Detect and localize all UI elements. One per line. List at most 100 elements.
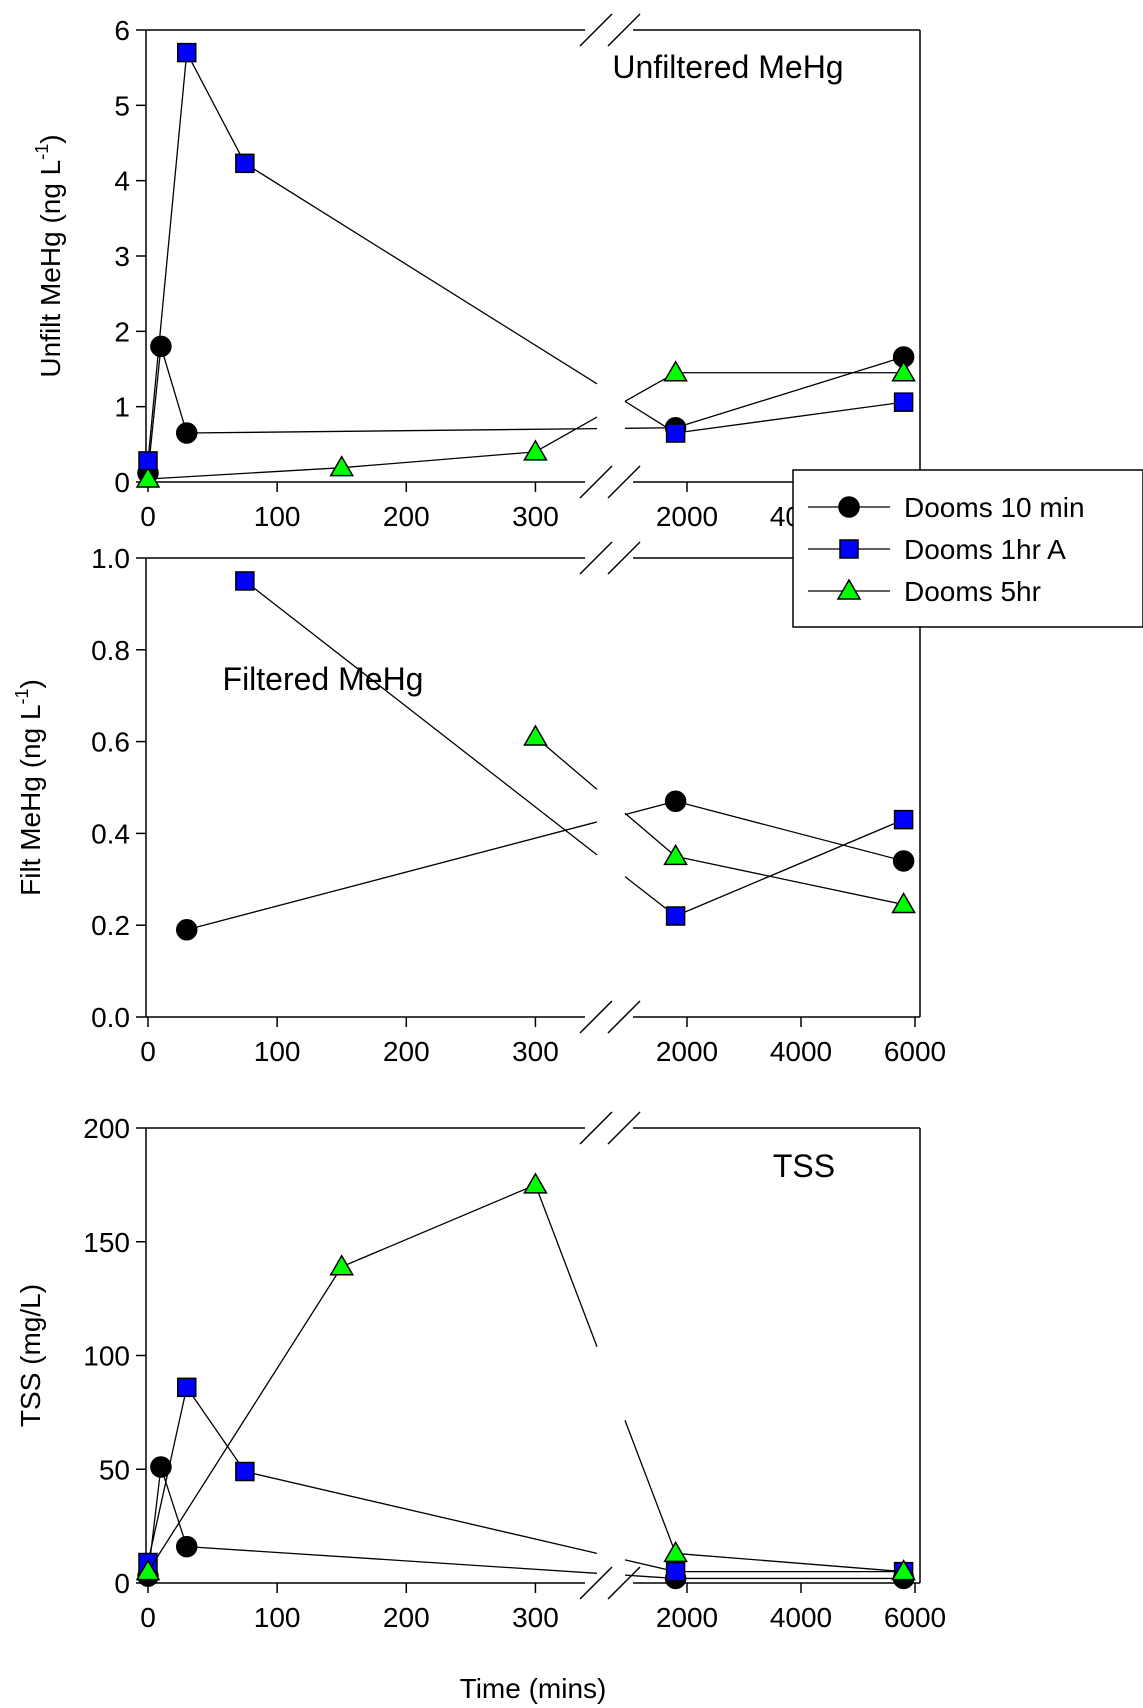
y-tick-label: 0	[114, 467, 130, 498]
x-tick-label: 4000	[770, 1036, 832, 1067]
x-tick-label: 0	[140, 1602, 156, 1633]
x-tick-label: 100	[254, 501, 301, 532]
axis-break-mark	[579, 541, 613, 575]
series-line	[186, 821, 598, 931]
data-point	[665, 1561, 686, 1582]
y-axis-label-sup: -1	[32, 144, 52, 160]
series-line	[534, 1184, 598, 1347]
legend-label: Dooms 1hr A	[904, 534, 1066, 565]
y-axis-label-close: )	[35, 134, 66, 143]
x-tick-label: 0	[140, 1036, 156, 1067]
data-point	[176, 42, 197, 63]
data-point	[663, 843, 688, 866]
series-line	[160, 1466, 188, 1547]
legend: Dooms 10 min Dooms 1hr A Dooms 5hr	[792, 469, 1143, 628]
series-dooms-5hr	[523, 724, 916, 914]
legend-marker	[838, 496, 860, 518]
panel-2: 0.0 0.2 0.4 0.6 0.8 1.0 0 100 200 300 2000 4000 6000…	[12, 541, 946, 1067]
series-dooms-5hr	[135, 1172, 916, 1581]
series-line	[147, 1387, 188, 1563]
data-point	[665, 906, 686, 926]
y-axis-label: TSS (mg/L)	[15, 1284, 46, 1427]
y-tick-label: 0.6	[91, 727, 130, 758]
series-line	[624, 812, 677, 857]
y-tick-label: 1.0	[91, 543, 130, 574]
data-point	[523, 439, 548, 461]
x-tick-label: 100	[254, 1036, 301, 1067]
y-tick-label: 2	[114, 316, 130, 347]
axis-break-mark	[607, 13, 641, 47]
y-axis-label: Unfilt MeHg (ng L-1)	[32, 134, 66, 377]
axis-break-mark	[579, 1000, 613, 1034]
series-line	[244, 162, 598, 385]
series-line	[675, 855, 904, 906]
y-tick-label: 100	[83, 1341, 130, 1372]
x-tick-label: 2000	[656, 1036, 718, 1067]
series-dooms-1hr-a	[138, 42, 914, 471]
series-line	[244, 580, 598, 856]
y-axis-label-text: Filt MeHg (ng L	[15, 704, 46, 895]
y-tick-label: 6	[114, 15, 130, 46]
x-tick-label: 4000	[770, 1602, 832, 1633]
series-line	[675, 800, 904, 862]
y-tick-label: 0.8	[91, 635, 130, 666]
legend-label: Dooms 10 min	[904, 492, 1085, 523]
y-tick-label: 150	[83, 1227, 130, 1258]
x-axis-label: Time (mins)	[460, 1673, 607, 1704]
y-axis-label: Filt MeHg (ng L-1)	[12, 679, 46, 896]
x-tick-label: 200	[383, 501, 430, 532]
series-line	[341, 1184, 536, 1268]
series-line	[624, 1420, 677, 1554]
axis-break-mark	[579, 13, 613, 47]
series-line	[341, 451, 536, 469]
data-point	[891, 360, 916, 382]
legend-label: Dooms 5hr	[904, 576, 1041, 607]
y-tick-label: 0	[114, 1568, 130, 1599]
data-point	[523, 1172, 548, 1194]
series-line	[186, 52, 246, 164]
series-line	[675, 1552, 904, 1573]
axis-break-mark	[607, 1566, 641, 1600]
series-line	[675, 819, 904, 917]
x-tick-label: 200	[383, 1036, 430, 1067]
y-axis-label-text: TSS (mg/L)	[15, 1284, 46, 1427]
series-line	[244, 1470, 598, 1554]
data-point	[235, 571, 255, 591]
data-point	[150, 335, 172, 358]
data-point	[893, 392, 914, 412]
x-tick-label: 6000	[884, 1036, 946, 1067]
series-line	[147, 1266, 343, 1572]
y-tick-label: 200	[83, 1113, 130, 1144]
data-point	[663, 1540, 688, 1563]
data-point	[135, 1559, 161, 1581]
panel-title: Filtered MeHg	[223, 661, 424, 697]
axis-break-mark	[579, 1566, 613, 1600]
axis-break-mark	[607, 1111, 641, 1145]
panel-title: TSS	[773, 1148, 835, 1184]
series-line	[186, 427, 598, 434]
x-tick-label: 300	[512, 1602, 559, 1633]
y-axis-label-close: )	[15, 679, 46, 688]
series-dooms-1hr-a	[138, 1377, 914, 1582]
data-point	[893, 809, 914, 830]
data-point	[235, 1461, 255, 1482]
panel-1: 01234560100200300200040006000Unfilt MeHg…	[32, 13, 946, 532]
data-point	[665, 423, 686, 443]
data-point	[175, 422, 198, 444]
data-point	[176, 1377, 197, 1398]
series-dooms-5hr	[135, 360, 916, 488]
series-line	[186, 1386, 246, 1472]
y-tick-label: 4	[114, 166, 130, 197]
data-point	[175, 919, 198, 941]
axis-break-mark	[579, 1111, 613, 1145]
data-point	[891, 892, 916, 914]
axis-break-mark	[579, 465, 613, 499]
series-dooms-10-min	[175, 790, 915, 941]
data-point	[175, 1535, 198, 1558]
panel-title: Unfiltered MeHg	[612, 49, 843, 85]
y-tick-label: 0.0	[91, 1002, 130, 1033]
series-line	[147, 52, 188, 461]
y-tick-label: 0.4	[91, 818, 130, 849]
